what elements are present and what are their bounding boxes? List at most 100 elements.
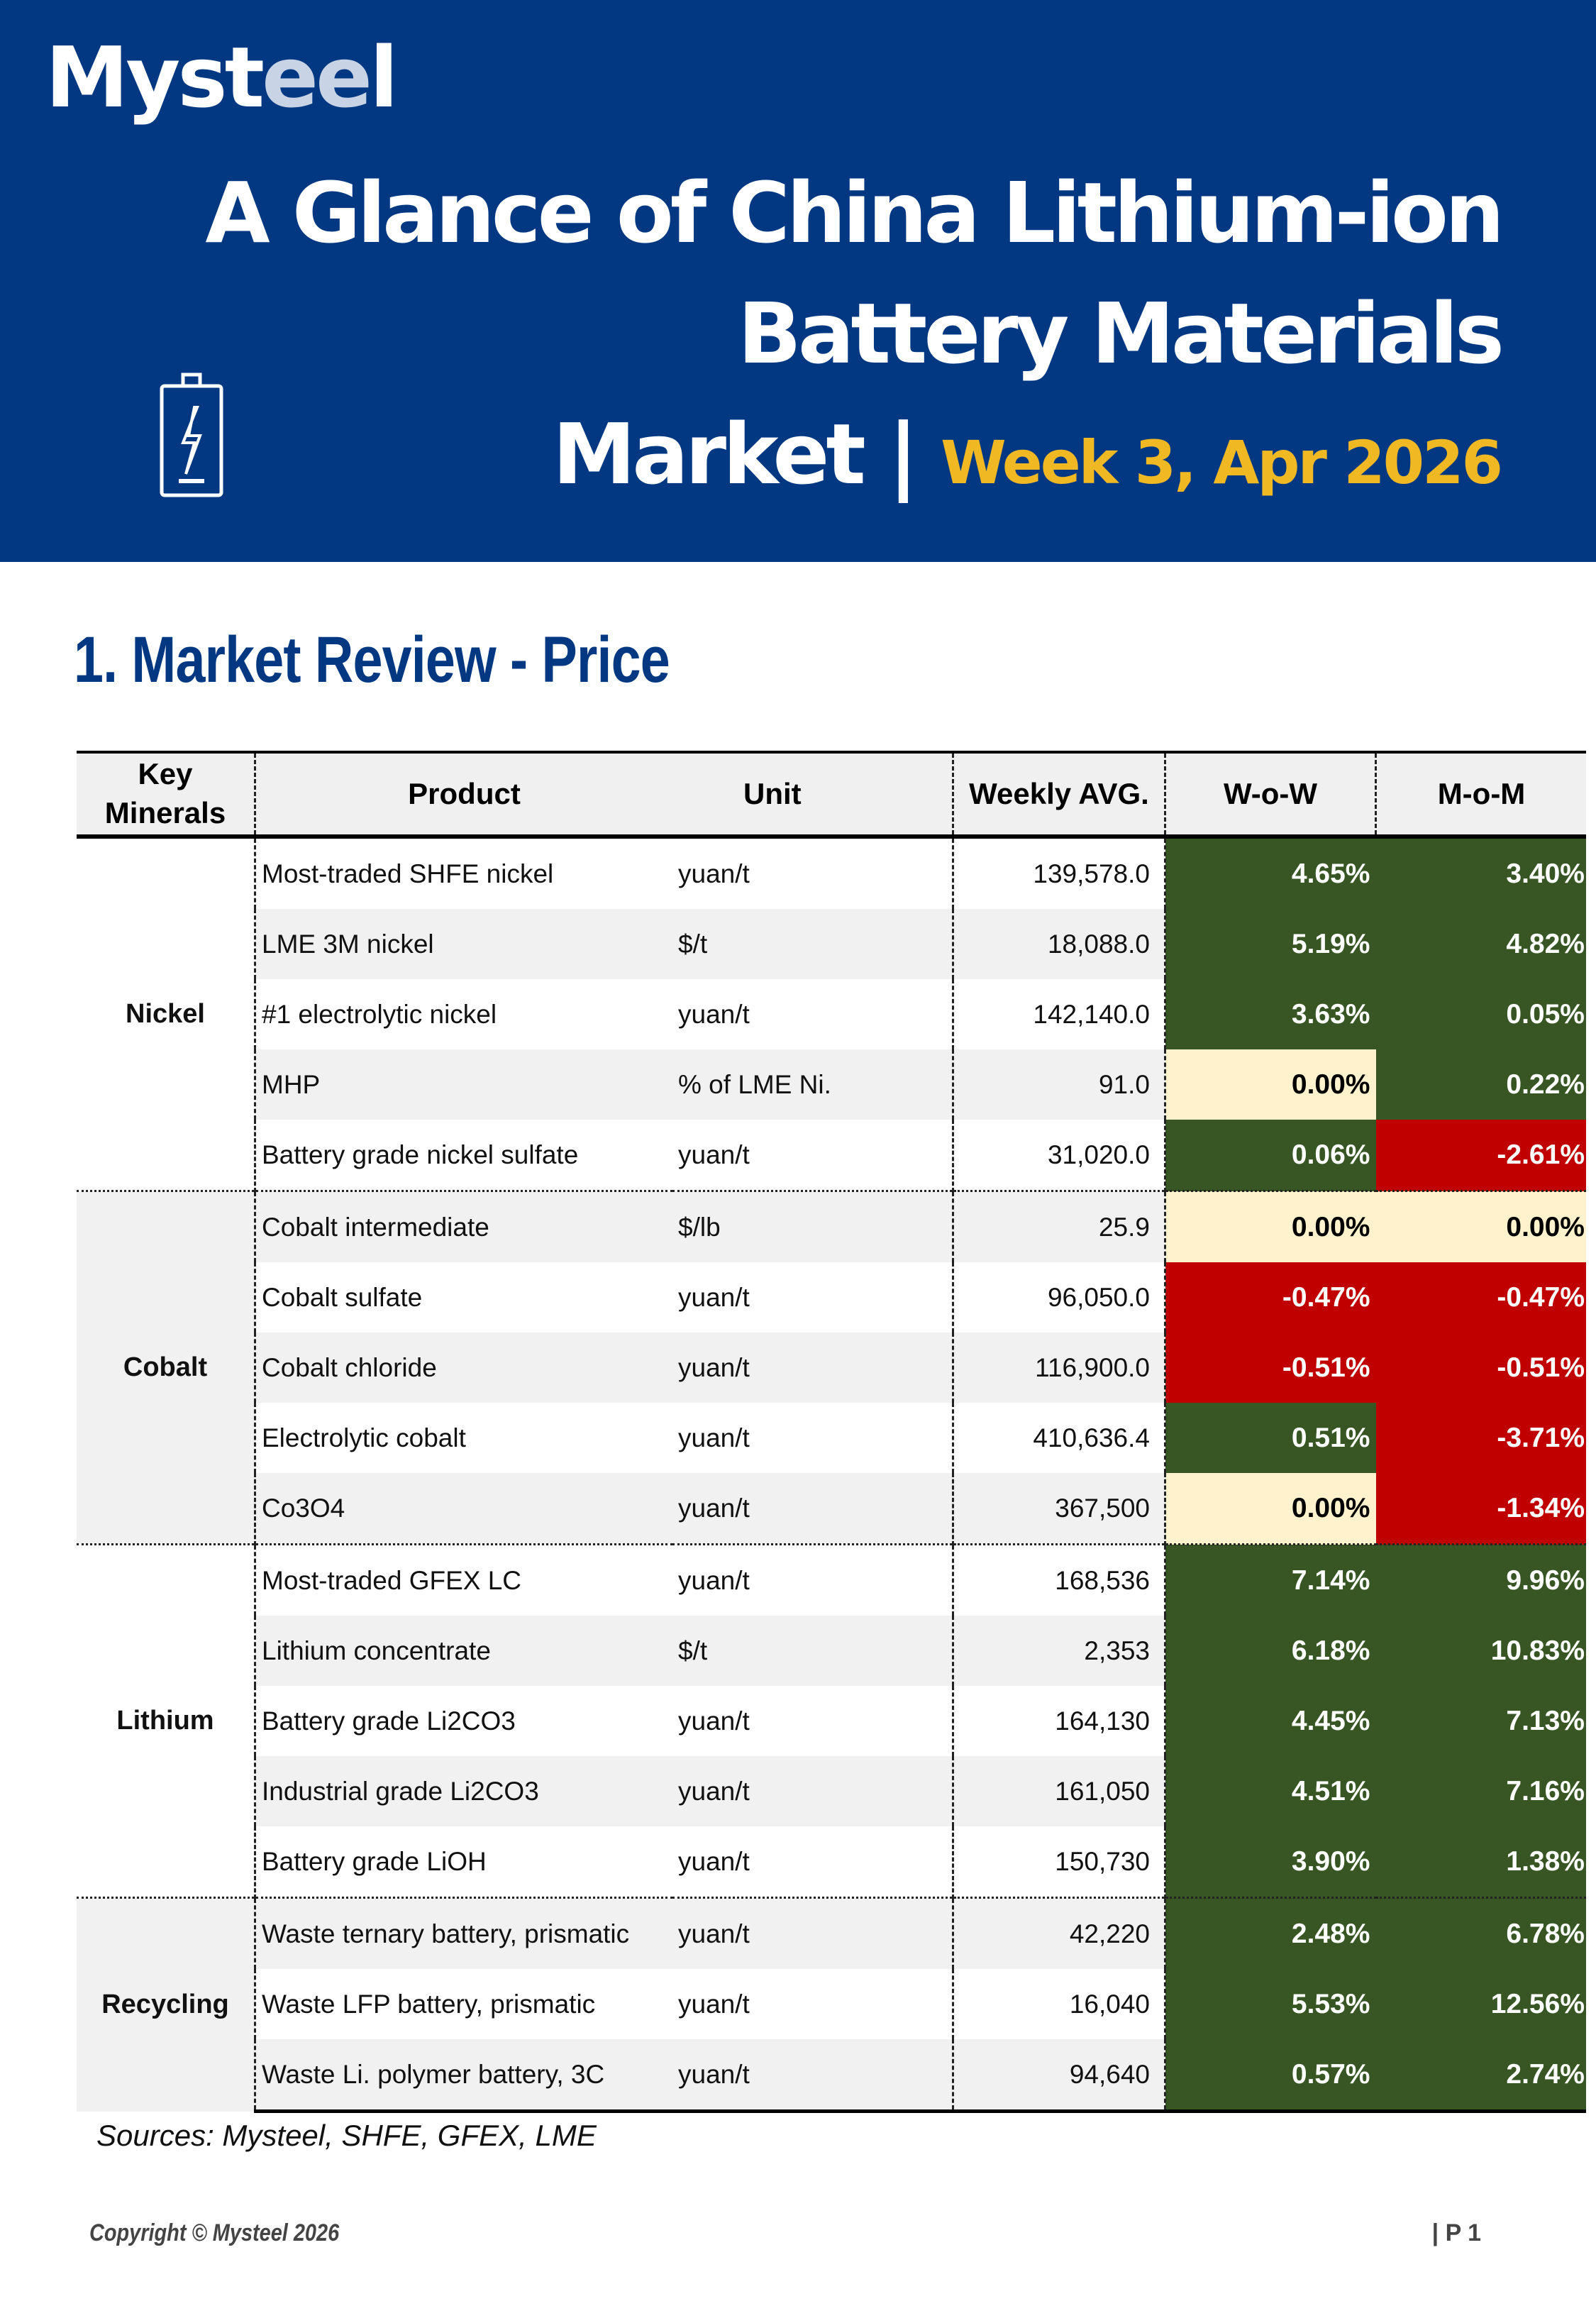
mom-cell: -2.61% [1375, 1120, 1586, 1191]
product-cell: MHP [254, 1049, 672, 1120]
wow-cell: 3.63% [1164, 979, 1376, 1049]
table-row: Cobalt chloride yuan/t 116,900.0 -0.51% -0.5… [77, 1333, 1586, 1403]
weekly-avg-cell: 42,220 [952, 1897, 1165, 1969]
key-mineral-nickel: Nickel [77, 837, 255, 1191]
table-row: Electrolytic cobalt yuan/t 410,636.4 0.51% -… [77, 1403, 1586, 1473]
mom-cell: -1.34% [1375, 1473, 1586, 1545]
copyright: Copyright © Mysteel 2026 [89, 2219, 340, 2246]
mom-cell: 10.83% [1375, 1616, 1586, 1686]
weekly-avg-cell: 116,900.0 [952, 1333, 1165, 1403]
table-row: #1 electrolytic nickel yuan/t 142,140.0 3.6… [77, 979, 1586, 1049]
unit-cell: $/lb [672, 1190, 953, 1262]
page-number: | P 1 [1431, 2219, 1481, 2246]
mom-cell: -3.71% [1375, 1403, 1586, 1473]
title-market: Market | [552, 405, 941, 503]
product-cell: Battery grade Li2CO3 [254, 1686, 672, 1756]
wow-cell: 0.51% [1164, 1403, 1376, 1473]
mom-cell: 4.82% [1375, 909, 1586, 979]
unit-cell: yuan/t [678, 1282, 750, 1312]
weekly-avg-cell: 410,636.4 [952, 1403, 1165, 1473]
wow-cell: 6.18% [1164, 1616, 1376, 1686]
wow-cell: 4.51% [1164, 1756, 1376, 1826]
table-row: Waste Li. polymer battery, 3C yuan/t 94,64… [77, 2039, 1586, 2113]
product-cell: Most-traded SHFE nickel [254, 837, 672, 909]
product-cell: Battery grade LiOH [254, 1826, 672, 1898]
wow-cell: 5.53% [1164, 1969, 1376, 2039]
key-mineral-recycling: Recycling [77, 1897, 255, 2112]
table-row: Battery grade nickel sulfate yuan/t 31,020… [77, 1120, 1586, 1191]
price-table: Key Minerals Product Unit Weekly AVG. W-… [77, 751, 1586, 2113]
mom-cell: 6.78% [1375, 1897, 1586, 1969]
product-cell: Electrolytic cobalt [254, 1403, 672, 1473]
unit-cell: yuan/t [678, 859, 750, 888]
product-cell: Cobalt chloride [254, 1333, 672, 1403]
weekly-avg-cell: 164,130 [952, 1686, 1165, 1756]
mom-cell: 12.56% [1375, 1969, 1586, 2039]
week-label: Week 3, Apr 2026 [941, 428, 1503, 497]
weekly-avg-cell: 168,536 [952, 1543, 1165, 1616]
table-row: Industrial grade Li2CO3 yuan/t 161,050 4.51… [77, 1756, 1586, 1826]
mom-cell: 0.00% [1375, 1190, 1586, 1262]
unit-cell: $/t [672, 1616, 953, 1686]
logo-accent: ee [262, 28, 372, 126]
weekly-avg-cell: 31,020.0 [952, 1120, 1165, 1191]
weekly-avg-cell: 142,140.0 [952, 979, 1165, 1049]
wow-cell: 4.45% [1164, 1686, 1376, 1756]
mom-cell: 0.05% [1375, 979, 1586, 1049]
title-line-3: Market | Week 3, Apr 2026 [205, 394, 1503, 523]
wow-cell: 7.14% [1164, 1543, 1376, 1616]
weekly-avg-cell: 25.9 [952, 1190, 1165, 1262]
wow-cell: 0.00% [1164, 1473, 1376, 1545]
weekly-avg-cell: 96,050.0 [952, 1262, 1165, 1333]
weekly-avg-cell: 16,040 [952, 1969, 1165, 2039]
wow-cell: 0.06% [1164, 1120, 1376, 1191]
title-line-2: Battery Materials [737, 285, 1504, 382]
unit-cell: yuan/t [678, 1423, 750, 1452]
key-mineral-cobalt: Cobalt [77, 1190, 255, 1545]
product-cell: Waste Li. polymer battery, 3C [254, 2039, 672, 2113]
table-row: Lithium concentrate $/t 2,353 6.18% 10.83% [77, 1616, 1586, 1686]
product-cell: Cobalt sulfate [254, 1262, 672, 1333]
mom-cell: -0.51% [1375, 1333, 1586, 1403]
table-row: Recycling Waste ternary battery, prismati… [77, 1897, 1586, 2112]
key-mineral-lithium: Lithium [77, 1543, 255, 1898]
unit-cell: % of LME Ni. [672, 1049, 953, 1120]
logo-text: Myst [45, 28, 265, 126]
table-row: MHP% of LME Ni. 91.0 0.00% 0.22% [77, 1049, 1586, 1120]
title-line-1: A Glance of China Lithium-ion [205, 164, 1504, 262]
wow-cell: -0.51% [1164, 1333, 1376, 1403]
wow-cell: 0.57% [1164, 2039, 1376, 2113]
wow-cell: -0.47% [1164, 1262, 1376, 1333]
header-weekly-avg: Weekly AVG. [952, 751, 1165, 839]
table-row: Battery grade Li2CO3 yuan/t 164,130 4.45% 7.… [77, 1686, 1586, 1756]
header-banner: Mysteel A Glance of China Lithium-ion Ba… [0, 0, 1596, 562]
unit-cell: $/t [672, 909, 953, 979]
product-cell: Battery grade nickel sulfate [254, 1120, 672, 1191]
product-cell: Cobalt intermediate [254, 1190, 672, 1262]
product-cell: Co3O4 [254, 1473, 672, 1545]
product-cell: LME 3M nickel [254, 909, 672, 979]
weekly-avg-cell: 2,353 [952, 1616, 1165, 1686]
table-row: Nickel Most-traded SHFE nickel yuan/t 139,5… [77, 837, 1586, 1191]
product-cell: Waste LFP battery, prismatic [254, 1969, 672, 2039]
table-row: Cobalt sulfate yuan/t 96,050.0 -0.47% -0.47% [77, 1262, 1586, 1333]
table-row: Waste LFP battery, prismatic yuan/t 16,040… [77, 1969, 1586, 2039]
unit-cell: yuan/t [678, 1846, 750, 1876]
unit-cell: yuan/t [678, 1989, 750, 2019]
unit-cell: yuan/t [672, 2039, 953, 2113]
header-product: Product [254, 751, 672, 839]
section-title: 1. Market Review - Price [74, 624, 670, 696]
header-mom: M-o-M [1375, 751, 1586, 839]
product-cell: Waste ternary battery, prismatic [254, 1897, 672, 1969]
unit-cell: yuan/t [678, 999, 750, 1029]
wow-cell: 5.19% [1164, 909, 1376, 979]
weekly-avg-cell: 367,500 [952, 1473, 1165, 1545]
unit-cell: yuan/t [678, 1140, 750, 1169]
header-wow: W-o-W [1164, 751, 1376, 839]
report-title: A Glance of China Lithium-ion Battery Ma… [205, 153, 1504, 523]
weekly-avg-cell: 94,640 [952, 2039, 1165, 2113]
unit-cell: yuan/t [678, 1706, 750, 1736]
logo-text-end: l [370, 28, 399, 126]
weekly-avg-cell: 18,088.0 [952, 909, 1165, 979]
header-key-minerals: Key Minerals [77, 751, 255, 839]
